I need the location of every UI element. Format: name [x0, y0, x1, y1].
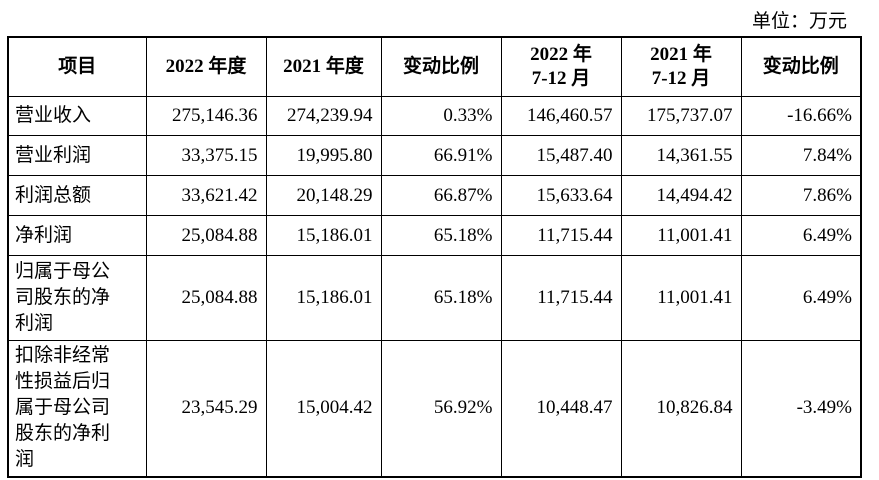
value-cell: 56.92%	[380, 340, 502, 477]
value-cell: 11,001.41	[620, 215, 742, 256]
value-cell: 7.86%	[740, 175, 862, 216]
data-table: 项目 2022 年度 2021 年度 变动比例 2022 年 7-12 月 2021 年 7-…	[7, 36, 862, 478]
value-cell: 15,186.01	[265, 255, 382, 341]
header-cell: 变动比例	[740, 36, 862, 97]
value-cell: 15,186.01	[265, 215, 382, 256]
header-line: 2021 年度	[283, 56, 364, 77]
value-cell: 146,460.57	[500, 96, 622, 136]
header-cell: 变动比例	[380, 36, 502, 97]
value-cell: 10,826.84	[620, 340, 742, 477]
value-cell: 25,084.88	[145, 255, 267, 341]
header-cell: 2022 年度	[145, 36, 267, 97]
header-line: 7-12 月	[531, 68, 591, 89]
value-cell: 7.84%	[740, 135, 862, 176]
row-label-cell: 营业收入	[7, 96, 147, 136]
value-cell: 66.87%	[380, 175, 502, 216]
header-cell: 项目	[7, 36, 147, 97]
row-label: 营业收入	[15, 105, 92, 126]
header-line: 7-12 月	[651, 68, 711, 89]
value-cell: 33,375.15	[145, 135, 267, 176]
value-cell: 20,148.29	[265, 175, 382, 216]
row-label: 利润总额	[15, 184, 92, 206]
header-line: 2022 年度	[165, 56, 247, 77]
value-cell: 6.49%	[740, 255, 862, 341]
row-label: 归属于母公司股东的净利润	[15, 261, 111, 334]
header-cell: 2021 年度	[265, 36, 382, 97]
header-cell: 2021 年 7-12 月	[620, 36, 742, 97]
header-line: 变动比例	[402, 56, 479, 77]
table-row: 归属于母公司股东的净利润 25,084.88 15,186.01 65.18% 11,7…	[7, 255, 862, 341]
value-cell: 14,494.42	[620, 175, 742, 216]
value-cell: 65.18%	[380, 255, 502, 341]
value-cell: 19,995.80	[265, 135, 382, 176]
table-row: 扣除非经常性损益后归属于母公司股东的净利润 23,545.29 15,004.42 5…	[7, 340, 862, 477]
value-cell: 6.49%	[740, 215, 862, 256]
header-line: 变动比例	[762, 56, 839, 77]
value-cell: 15,487.40	[500, 135, 622, 176]
value-cell: 275,146.36	[145, 96, 267, 136]
value-cell: 66.91%	[380, 135, 502, 176]
value-cell: 10,448.47	[500, 340, 622, 477]
value-cell: -16.66%	[740, 96, 862, 136]
header-row: 项目 2022 年度 2021 年度 变动比例 2022 年 7-12 月 2021 年 7-…	[7, 36, 862, 97]
table-row: 营业收入 275,146.36 274,239.94 0.33% 146,460.57 1…	[7, 96, 862, 136]
row-label: 净利润	[15, 224, 73, 246]
header-cell: 2022 年 7-12 月	[500, 36, 622, 97]
header-line: 项目	[58, 56, 97, 77]
row-label-cell: 利润总额	[7, 175, 147, 216]
value-cell: 11,715.44	[500, 215, 622, 256]
value-cell: 15,633.64	[500, 175, 622, 216]
value-cell: 11,715.44	[500, 255, 622, 341]
row-label: 扣除非经常性损益后归属于母公司股东的净利润	[15, 345, 111, 471]
value-cell: 0.33%	[380, 96, 502, 136]
value-cell: 65.18%	[380, 215, 502, 256]
value-cell: 25,084.88	[145, 215, 267, 256]
row-label-cell: 净利润	[7, 215, 147, 256]
value-cell: 15,004.42	[265, 340, 382, 477]
value-cell: 33,621.42	[145, 175, 267, 216]
unit-label: 单位：万元	[751, 11, 847, 32]
value-cell: -3.49%	[740, 340, 862, 477]
row-label-cell: 扣除非经常性损益后归属于母公司股东的净利润	[7, 340, 147, 477]
value-cell: 14,361.55	[620, 135, 742, 176]
row-label: 营业利润	[15, 144, 92, 166]
value-cell: 23,545.29	[145, 340, 267, 477]
header-line: 2021 年	[650, 44, 712, 65]
table-row: 利润总额 33,621.42 20,148.29 66.87% 15,633.64 14,…	[7, 175, 862, 216]
table-row: 净利润 25,084.88 15,186.01 65.18% 11,715.44 11,0…	[7, 215, 862, 256]
row-label-cell: 归属于母公司股东的净利润	[7, 255, 147, 341]
value-cell: 11,001.41	[620, 255, 742, 341]
table-body: 营业收入 275,146.36 274,239.94 0.33% 146,460.57 1…	[7, 96, 862, 477]
row-label-cell: 营业利润	[7, 135, 147, 176]
header-line: 2022 年	[530, 44, 592, 65]
table-row: 营业利润 33,375.15 19,995.80 66.91% 15,487.40 14,…	[7, 135, 862, 176]
value-cell: 175,737.07	[620, 96, 742, 136]
value-cell: 274,239.94	[265, 96, 382, 136]
